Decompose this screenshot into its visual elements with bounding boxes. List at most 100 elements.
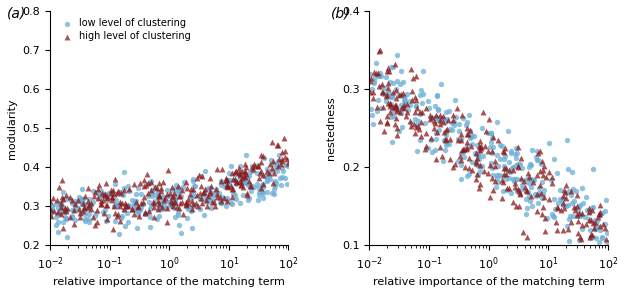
high level of clustering — [49, 209, 59, 213]
high level of clustering — [167, 194, 177, 199]
Point — [462, 139, 472, 144]
high level of clustering — [115, 199, 125, 204]
Point — [572, 213, 582, 218]
high level of clustering — [121, 204, 131, 209]
Point — [416, 110, 426, 115]
Point — [524, 181, 534, 186]
Point — [502, 185, 512, 190]
Point — [449, 120, 459, 125]
Point — [504, 168, 514, 173]
low level of clustering — [211, 189, 221, 194]
high level of clustering — [242, 190, 252, 195]
Point — [441, 110, 451, 114]
high level of clustering — [61, 209, 71, 213]
low level of clustering — [104, 190, 114, 195]
Point — [372, 108, 382, 113]
Point — [453, 158, 463, 163]
high level of clustering — [182, 196, 192, 201]
low level of clustering — [146, 206, 156, 211]
low level of clustering — [59, 209, 69, 213]
high level of clustering — [209, 200, 219, 205]
low level of clustering — [131, 199, 141, 203]
Point — [492, 173, 502, 178]
low level of clustering — [276, 182, 286, 187]
Point — [392, 52, 402, 57]
Point — [402, 110, 412, 115]
Point — [386, 103, 396, 108]
Point — [379, 129, 389, 134]
high level of clustering — [236, 183, 246, 188]
Point — [508, 177, 518, 182]
Point — [568, 187, 578, 192]
Point — [477, 126, 487, 131]
low level of clustering — [73, 206, 83, 210]
Point — [462, 174, 472, 179]
high level of clustering — [158, 205, 168, 209]
Point — [536, 191, 546, 195]
Point — [571, 188, 581, 193]
Point — [522, 176, 532, 181]
Point — [487, 151, 497, 155]
high level of clustering — [101, 181, 111, 185]
Point — [385, 101, 395, 106]
Point — [382, 66, 392, 70]
Point — [471, 161, 481, 166]
low level of clustering — [262, 167, 272, 171]
Point — [397, 125, 407, 130]
Point — [458, 146, 468, 151]
low level of clustering — [171, 183, 181, 188]
Point — [376, 85, 386, 90]
Point — [597, 236, 607, 241]
high level of clustering — [199, 189, 209, 194]
high level of clustering — [238, 184, 248, 189]
Point — [463, 131, 473, 136]
Point — [538, 158, 548, 163]
low level of clustering — [164, 193, 174, 198]
Point — [594, 250, 604, 255]
low level of clustering — [69, 208, 79, 213]
low level of clustering — [152, 190, 162, 195]
Point — [589, 217, 599, 222]
Point — [412, 124, 422, 129]
Point — [533, 201, 543, 205]
Point — [385, 80, 395, 85]
Y-axis label: modularity: modularity — [7, 98, 17, 159]
low level of clustering — [254, 189, 264, 194]
Point — [399, 94, 409, 99]
Point — [595, 228, 605, 233]
high level of clustering — [244, 179, 254, 184]
Point — [481, 128, 491, 133]
Point — [445, 127, 455, 132]
high level of clustering — [144, 191, 154, 196]
low level of clustering — [219, 184, 229, 189]
high level of clustering — [216, 198, 226, 203]
high level of clustering — [52, 210, 62, 214]
Point — [410, 131, 420, 136]
Point — [506, 191, 516, 196]
high level of clustering — [250, 163, 260, 168]
Point — [548, 213, 558, 218]
low level of clustering — [58, 190, 68, 195]
Point — [411, 110, 421, 114]
low level of clustering — [122, 211, 132, 216]
high level of clustering — [131, 200, 141, 204]
Point — [511, 180, 521, 185]
Point — [544, 141, 554, 146]
high level of clustering — [201, 197, 211, 202]
high level of clustering — [163, 168, 173, 173]
low level of clustering — [67, 201, 77, 206]
high level of clustering — [107, 197, 117, 202]
Point — [487, 176, 497, 180]
Point — [506, 170, 516, 175]
Point — [378, 92, 388, 97]
Point — [471, 151, 481, 156]
Point — [373, 97, 383, 102]
Point — [418, 92, 428, 97]
Point — [406, 121, 416, 125]
Point — [513, 187, 523, 192]
low level of clustering — [131, 198, 141, 203]
high level of clustering — [185, 191, 195, 196]
Point — [499, 150, 509, 154]
high level of clustering — [102, 216, 112, 221]
low level of clustering — [76, 197, 86, 202]
